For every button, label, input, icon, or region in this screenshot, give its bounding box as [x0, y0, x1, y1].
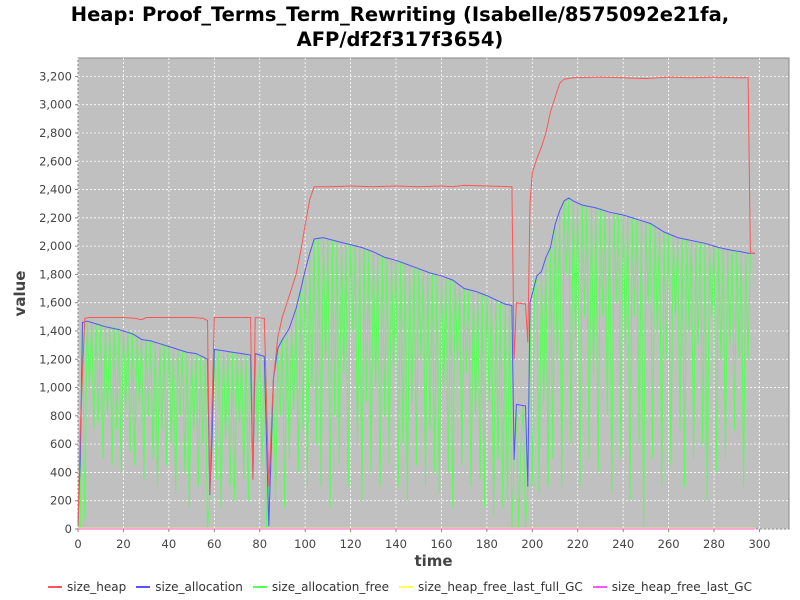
- y-tick-label: 2,400: [39, 183, 72, 197]
- series-lines: [77, 76, 755, 530]
- grid-lines: [77, 58, 789, 530]
- legend-swatch: [399, 586, 414, 588]
- legend-label: size_allocation: [155, 580, 243, 594]
- x-tick-label: 180: [476, 537, 498, 551]
- chart-title-line-2: AFP/df2f317f3654): [296, 28, 504, 51]
- axes: 02004006008001,0001,2001,4001,6001,8002,…: [39, 69, 770, 551]
- x-tick-label: 200: [521, 537, 543, 551]
- legend-swatch: [252, 586, 267, 588]
- legend-item: size_allocation_free: [252, 580, 390, 594]
- x-tick-label: 240: [612, 537, 634, 551]
- legend-swatch: [592, 586, 607, 588]
- y-tick-label: 2,600: [39, 154, 72, 168]
- y-tick-label: 3,200: [39, 69, 72, 83]
- legend-item: size_heap: [48, 580, 126, 594]
- y-tick-label: 800: [50, 409, 72, 423]
- legend-label: size_heap_free_last_GC: [611, 580, 752, 594]
- y-tick-label: 200: [50, 494, 72, 508]
- x-tick-label: 60: [207, 537, 222, 551]
- x-tick-label: 300: [748, 537, 770, 551]
- x-tick-label: 160: [430, 537, 452, 551]
- legend-item: size_allocation: [136, 580, 243, 594]
- legend-item: size_heap_free_last_full_GC: [399, 580, 583, 594]
- x-axis-label: time: [414, 552, 452, 570]
- x-tick-label: 80: [252, 537, 267, 551]
- series-line-size-allocation: [77, 197, 755, 527]
- y-tick-label: 2,200: [39, 211, 72, 225]
- y-tick-label: 3,000: [39, 98, 72, 112]
- x-tick-label: 220: [567, 537, 589, 551]
- y-tick-label: 1,000: [39, 381, 72, 395]
- x-tick-label: 140: [385, 537, 407, 551]
- legend-item: size_heap_free_last_GC: [592, 580, 752, 594]
- chart-title: Heap: Proof_Terms_Term_Rewriting (Isabel…: [0, 2, 800, 52]
- legend-label: size_heap_free_last_full_GC: [418, 580, 583, 594]
- y-tick-label: 0: [65, 522, 72, 536]
- x-tick-label: 0: [74, 537, 81, 551]
- legend-swatch: [136, 586, 151, 588]
- legend-label: size_heap: [67, 580, 127, 594]
- series-line-size-heap: [77, 76, 755, 527]
- legend-swatch: [48, 586, 62, 588]
- x-tick-label: 40: [162, 537, 177, 551]
- legend-label: size_allocation_free: [271, 580, 390, 594]
- x-tick-label: 120: [340, 537, 362, 551]
- y-tick-label: 1,400: [39, 324, 72, 338]
- y-tick-label: 600: [50, 437, 72, 451]
- chart-title-line-1: Heap: Proof_Terms_Term_Rewriting (Isabel…: [70, 3, 730, 26]
- y-tick-label: 400: [50, 465, 72, 479]
- x-tick-label: 260: [658, 537, 680, 551]
- x-tick-label: 20: [116, 537, 131, 551]
- y-tick-label: 1,800: [39, 267, 72, 281]
- x-tick-label: 100: [294, 537, 316, 551]
- y-tick-label: 2,800: [39, 126, 72, 140]
- y-axis-label: value: [11, 271, 29, 317]
- y-tick-label: 2,000: [39, 239, 72, 253]
- legend: size_heap size_allocation size_allocation_…: [0, 578, 800, 596]
- y-tick-label: 1,200: [39, 352, 72, 366]
- y-tick-label: 1,600: [39, 296, 72, 310]
- x-tick-label: 280: [703, 537, 725, 551]
